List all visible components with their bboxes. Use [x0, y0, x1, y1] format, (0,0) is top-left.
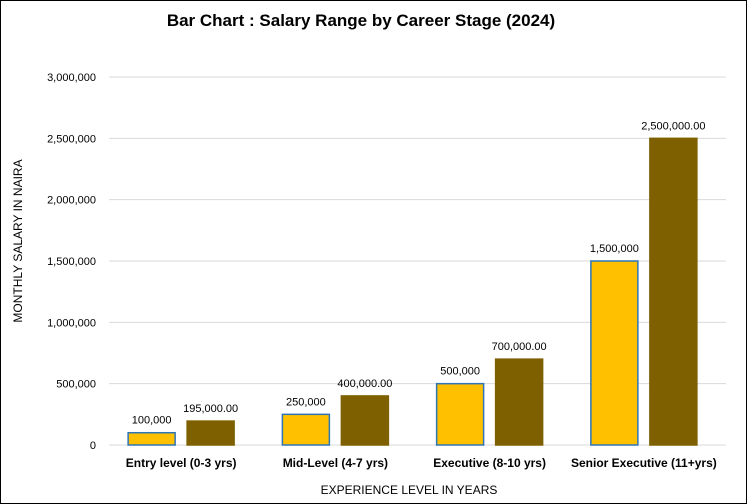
bars [127, 137, 698, 446]
data-label: 700,000.00 [492, 341, 547, 353]
bar-series-2-2 [494, 358, 544, 446]
y-axis-ticks: 0 500,000 1,000,000 1,500,000 2,000,000 2,500… [47, 72, 96, 452]
y-tick-label: 1,000,000 [47, 317, 96, 329]
y-tick-label: 2,000,000 [47, 195, 96, 207]
y-tick-label: 1,500,000 [47, 256, 96, 268]
bar-series-2-0 [186, 420, 235, 446]
x-category-label: Entry level (0-3 yrs) [126, 456, 237, 470]
bar-series-2-1 [340, 395, 390, 446]
y-tick-label: 500,000 [56, 379, 96, 391]
bar-series-1-0 [127, 431, 176, 446]
data-label: 100,000 [132, 415, 172, 427]
x-category-label: Executive (8-10 yrs) [433, 456, 546, 470]
y-axis-label: MONTHLY SALARY IN NAIRA [11, 159, 25, 322]
data-label: 1,500,000 [590, 243, 639, 255]
bar-series-1-3 [590, 260, 639, 446]
chart-title: Bar Chart : Salary Range by Career Stage… [167, 11, 555, 30]
data-labels: 100,000 195,000.00 250,000 400,000.00 500,00… [132, 120, 706, 426]
bar-series-2-3 [649, 137, 698, 446]
data-label: 2,500,000.00 [641, 120, 705, 132]
data-label: 195,000.00 [183, 403, 238, 415]
bar-series-1-1 [281, 413, 331, 446]
data-label: 500,000 [440, 366, 480, 378]
x-axis-categories: Entry level (0-3 yrs) Mid-Level (4-7 yrs)… [126, 456, 717, 470]
data-label: 400,000.00 [337, 378, 392, 390]
x-category-label: Senior Executive (11+yrs) [571, 456, 717, 470]
y-tick-label: 3,000,000 [47, 72, 96, 84]
x-category-label: Mid-Level (4-7 yrs) [283, 456, 388, 470]
y-tick-label: 2,500,000 [47, 133, 96, 145]
data-label: 250,000 [286, 396, 326, 408]
y-tick-label: 0 [90, 440, 96, 452]
x-axis-label: EXPERIENCE LEVEL IN YEARS [321, 483, 498, 497]
bar-series-1-2 [435, 382, 485, 446]
gridlines [109, 76, 726, 446]
